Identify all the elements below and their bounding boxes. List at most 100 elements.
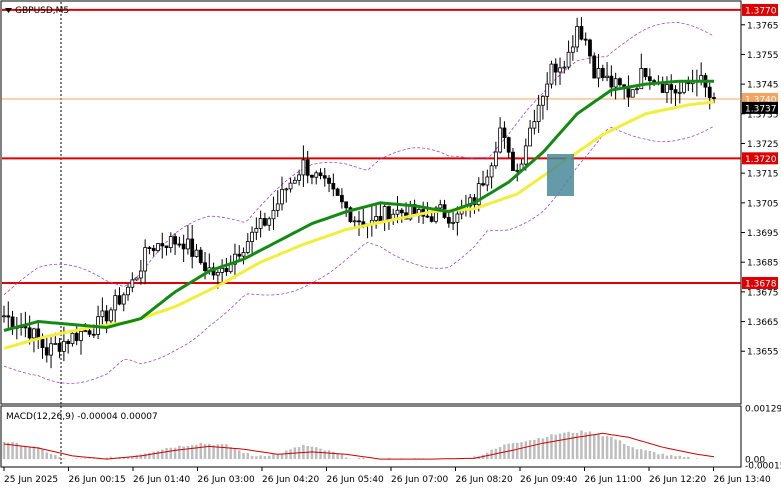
candle xyxy=(639,53,644,90)
candle xyxy=(220,259,225,285)
candle xyxy=(579,17,584,41)
y-tick-label: 1.3685 xyxy=(747,259,779,269)
level-price-text: 1.3770 xyxy=(745,6,777,16)
macd-signal-line xyxy=(3,432,715,460)
y-tick-label: 1.3665 xyxy=(747,318,779,328)
candle xyxy=(643,68,648,81)
candle xyxy=(6,301,11,331)
candle xyxy=(630,89,635,98)
candle xyxy=(305,150,310,184)
candle xyxy=(322,167,327,187)
y-tick-label: 1.3705 xyxy=(747,199,779,209)
y-tick-label: 1.3735 xyxy=(747,110,779,120)
candle xyxy=(156,243,160,253)
candle xyxy=(121,292,126,312)
candle xyxy=(545,72,550,111)
candle xyxy=(600,64,605,82)
macd-frame xyxy=(0,405,742,468)
candle xyxy=(344,201,349,217)
candle xyxy=(310,174,314,185)
level-price-tag xyxy=(742,276,778,289)
candle xyxy=(528,119,532,147)
candle xyxy=(592,52,597,79)
x-tick-label: 26 Jun 08:20 xyxy=(456,475,513,485)
macd-tick-label: -0.00015 xyxy=(745,462,781,472)
candle xyxy=(314,170,319,185)
candle xyxy=(288,178,293,193)
candle xyxy=(549,60,554,89)
level-price-text: 1.3740 xyxy=(745,95,777,105)
candle xyxy=(130,272,135,293)
candle xyxy=(327,174,331,193)
candle xyxy=(635,85,639,94)
candle xyxy=(271,196,276,230)
candle xyxy=(515,163,520,182)
candle xyxy=(168,232,173,253)
y-tick-label: 1.3655 xyxy=(747,348,779,358)
y-tick-label: 1.3745 xyxy=(747,81,779,91)
candle xyxy=(707,82,712,110)
candle xyxy=(331,173,336,197)
candle xyxy=(44,336,49,363)
candle xyxy=(143,239,148,285)
candle xyxy=(489,162,494,189)
candle xyxy=(536,94,541,133)
candle xyxy=(198,247,203,265)
candle xyxy=(70,330,75,347)
candle xyxy=(275,190,280,218)
candle xyxy=(357,210,361,236)
band-upper xyxy=(3,22,715,296)
band-lower xyxy=(3,125,715,384)
level-price-text: 1.3678 xyxy=(745,279,777,289)
x-tick-label: 26 Jun 11:00 xyxy=(585,475,642,485)
candle xyxy=(493,141,498,169)
candle xyxy=(173,233,177,255)
candle xyxy=(575,17,580,53)
x-tick-label: 26 Jun 00:15 xyxy=(69,475,126,485)
candle xyxy=(605,62,609,82)
candle xyxy=(224,257,229,276)
candle xyxy=(502,121,507,149)
candle xyxy=(254,217,259,241)
y-tick-label: 1.3755 xyxy=(747,51,779,61)
candle xyxy=(66,339,71,354)
candle xyxy=(553,58,558,86)
candle xyxy=(160,232,165,259)
candle xyxy=(297,169,302,186)
level-price-tag xyxy=(742,152,778,165)
candle xyxy=(352,216,357,229)
candle xyxy=(665,76,669,103)
candle xyxy=(618,77,622,87)
candle xyxy=(250,226,254,254)
macd-tick-label: 0.00129 xyxy=(745,405,781,415)
x-tick-label: 26 Jun 05:40 xyxy=(327,475,384,485)
x-tick-label: 26 Jun 07:00 xyxy=(391,475,448,485)
y-tick-label: 1.3765 xyxy=(747,21,779,31)
candle xyxy=(117,287,122,306)
level-price-text: 1.3720 xyxy=(745,155,777,165)
candle xyxy=(280,176,284,211)
candle xyxy=(190,224,195,269)
macd-tick-label: 0.00 xyxy=(745,456,765,466)
candle xyxy=(374,205,379,229)
candle xyxy=(177,236,182,248)
candle xyxy=(126,283,130,301)
candle xyxy=(532,109,537,135)
candle xyxy=(151,245,156,257)
candle xyxy=(113,289,118,324)
x-tick-label: 26 Jun 12:20 xyxy=(649,475,706,485)
candle xyxy=(284,187,289,203)
candle xyxy=(682,80,686,95)
candle xyxy=(438,199,443,210)
candle xyxy=(57,338,62,359)
y-tick-label: 1.3675 xyxy=(747,288,779,298)
candle xyxy=(138,260,143,285)
macd-label: MACD(12,26,9) -0.00004 0.00007 xyxy=(6,412,158,422)
candle xyxy=(570,35,575,61)
candle xyxy=(481,170,485,187)
y-tick-label: 1.3715 xyxy=(747,170,779,180)
candle xyxy=(673,85,678,107)
triangle-down-icon xyxy=(5,8,12,13)
